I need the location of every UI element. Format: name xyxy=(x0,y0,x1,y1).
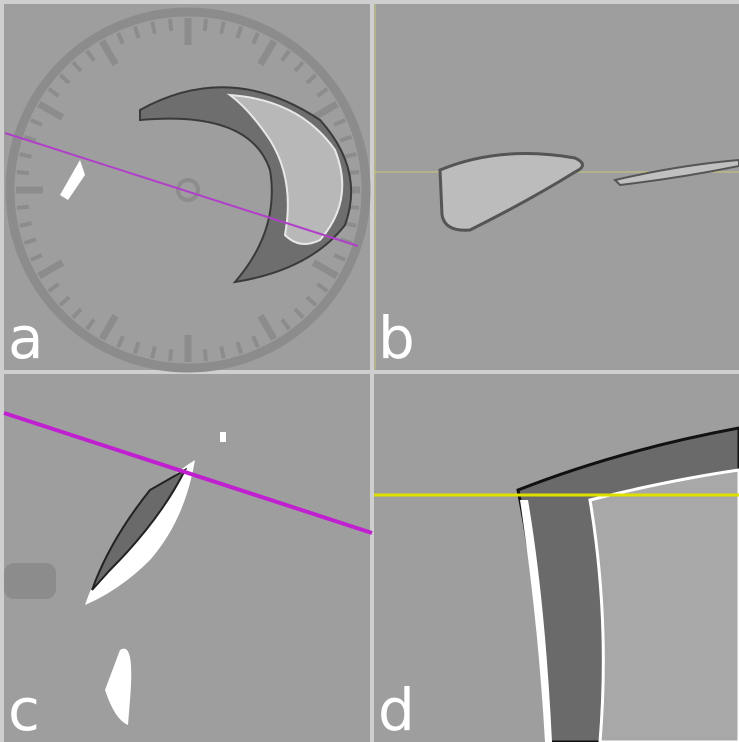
dial-tick xyxy=(17,207,29,208)
panel-d: d xyxy=(374,374,739,742)
panel-a: a xyxy=(4,4,370,372)
bone-fragment xyxy=(220,432,226,442)
panel-label: b xyxy=(378,304,415,372)
dial-tick xyxy=(221,22,223,34)
dial-segment xyxy=(4,563,56,599)
dial-tick xyxy=(20,154,32,156)
panel-label: d xyxy=(378,676,415,742)
dial-tick xyxy=(20,223,32,225)
dial-tick xyxy=(152,347,154,359)
panel-bg xyxy=(374,4,739,370)
dial-tick xyxy=(152,22,154,34)
page: a b c d (() => { const data = JSON.parse… xyxy=(0,0,739,742)
panel-label: c xyxy=(8,676,40,742)
figure: a b c d xyxy=(0,0,739,742)
dial-tick xyxy=(17,172,29,173)
dial-tick xyxy=(205,19,206,31)
trabecular-bone xyxy=(590,470,739,742)
panel-c: c xyxy=(4,374,372,742)
dial-tick xyxy=(205,349,206,361)
dial-tick xyxy=(221,347,223,359)
dial-tick xyxy=(170,19,171,31)
dial-tick xyxy=(345,154,357,156)
panel-label: a xyxy=(8,304,44,372)
dial-tick xyxy=(170,349,171,361)
panel-b: b xyxy=(374,4,739,372)
